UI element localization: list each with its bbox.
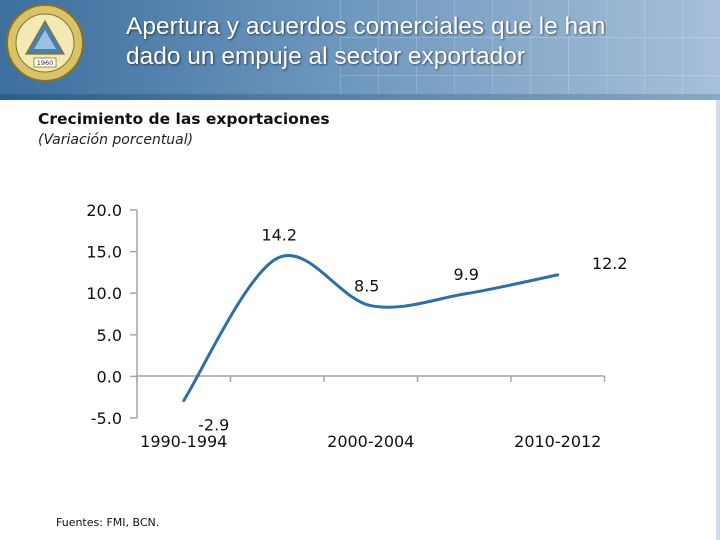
slide-title-line1: Apertura y acuerdos comerciales que le h…	[126, 13, 606, 40]
data-label: 8.5	[354, 277, 379, 296]
data-label: 12.2	[592, 254, 628, 273]
slide-title-line2: dado un empuje al sector exportador	[126, 43, 526, 70]
y-tick-label: 0.0	[97, 367, 122, 386]
central-bank-seal-icon: 1960	[6, 4, 84, 82]
y-tick-label: 15.0	[86, 243, 122, 262]
data-label: -2.9	[198, 416, 229, 435]
chart-source-note: Fuentes: FMI, BCN.	[56, 516, 160, 529]
seal-year-text: 1960	[37, 59, 54, 67]
y-tick-label: 5.0	[97, 326, 122, 345]
data-label: 14.2	[261, 225, 297, 244]
x-tick-label: 2000-2004	[327, 432, 414, 451]
slide-header: 1960 Apertura y acuerdos comerciales que…	[0, 0, 720, 100]
y-tick-label: 10.0	[86, 284, 122, 303]
y-tick-label: -5.0	[91, 409, 122, 428]
slide-right-border	[716, 100, 720, 540]
slide-title: Apertura y acuerdos comerciales que le h…	[126, 12, 706, 72]
header-band	[0, 94, 720, 100]
series-line	[182, 254, 560, 403]
x-tick-label: 1990-1994	[140, 432, 227, 451]
chart-title: Crecimiento de las exportaciones	[38, 110, 330, 128]
x-tick-label: 2010-2012	[514, 432, 601, 451]
chart-subtitle: (Variación porcentual)	[38, 132, 194, 148]
data-label: 9.9	[454, 265, 479, 284]
y-tick-label: 20.0	[86, 201, 122, 220]
header-grid-pattern	[340, 0, 720, 100]
